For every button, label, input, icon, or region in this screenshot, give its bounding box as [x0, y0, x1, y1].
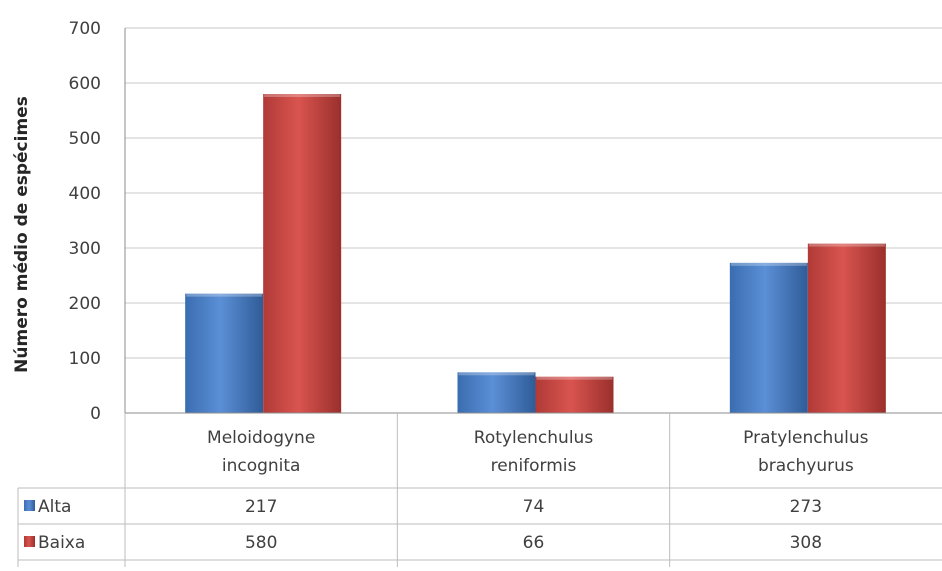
y-tick-label: 400: [69, 184, 101, 204]
series-label-alta: Alta: [38, 497, 71, 517]
data-label: 66: [523, 533, 545, 553]
y-tick-label: 700: [69, 19, 101, 39]
bar-highlight: [808, 243, 885, 247]
y-tick-label: 600: [69, 74, 101, 94]
data-label: 308: [790, 533, 822, 553]
data-label: 217: [245, 497, 277, 517]
bar-highlight: [536, 376, 613, 380]
category-label: Pratylenchulus: [743, 428, 868, 448]
bar-alta-1: [457, 372, 536, 413]
y-axis-title: Número médio de espécimes: [12, 96, 32, 373]
data-label: 74: [523, 497, 545, 517]
category-label: brachyurus: [758, 456, 854, 476]
y-tick-label: 0: [90, 404, 101, 424]
bar-alta-0: [185, 293, 264, 413]
bar-highlight: [730, 262, 807, 266]
bar-highlight: [186, 293, 263, 297]
category-label: reniformis: [491, 456, 577, 476]
category-label: incognita: [222, 456, 301, 476]
series-label-baixa: Baixa: [38, 533, 85, 553]
bar-baixa-0: [263, 94, 342, 413]
legend-key-baixa: [24, 536, 35, 547]
legend-key-alta: [24, 500, 35, 511]
y-tick-label: 500: [69, 129, 101, 149]
category-label: Meloidogyne: [207, 428, 315, 448]
bar-highlight: [458, 372, 535, 376]
data-label: 273: [790, 497, 822, 517]
y-tick-label: 100: [69, 349, 101, 369]
bar-baixa-2: [807, 243, 886, 413]
y-tick-label: 300: [69, 239, 101, 259]
category-label: Rotylenchulus: [474, 428, 594, 448]
bar-alta-2: [729, 262, 808, 413]
bar-baixa-1: [535, 376, 614, 413]
y-tick-label: 200: [69, 294, 101, 314]
bar-highlight: [264, 94, 341, 97]
data-label: 580: [245, 533, 277, 553]
